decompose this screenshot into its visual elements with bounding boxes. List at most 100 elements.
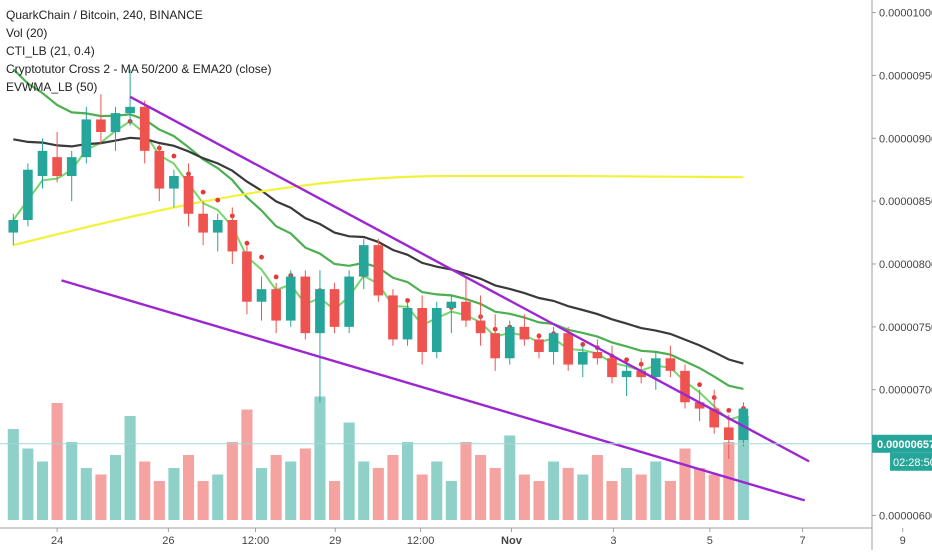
volume-bar	[109, 455, 122, 520]
candle-body	[139, 106, 150, 151]
volume-bar	[489, 468, 501, 520]
candle-body	[212, 220, 223, 233]
volume-bar	[723, 442, 735, 520]
cti-dot	[624, 357, 629, 363]
volume-bar	[51, 403, 63, 520]
price-tick-label: 0.00000900	[879, 133, 932, 145]
candle-body	[344, 276, 354, 327]
candle-body	[125, 106, 135, 114]
volume-bar	[314, 396, 326, 520]
volume-bar	[562, 468, 574, 520]
volume-bar	[621, 468, 633, 520]
candle-body	[183, 176, 194, 214]
volume-bar	[533, 481, 545, 520]
volume-bar	[708, 474, 720, 520]
candle-body	[738, 408, 749, 440]
time-tick-label: 7	[800, 535, 806, 547]
time-tick-label: 12:00	[242, 535, 270, 547]
candle-body	[504, 326, 515, 359]
candle-body	[563, 333, 573, 365]
candle-body	[694, 402, 705, 409]
time-tick-label: 3	[610, 535, 616, 547]
volume-bar	[577, 474, 589, 520]
cti-dot	[244, 240, 250, 246]
candle-body	[52, 157, 62, 176]
candle-body	[110, 113, 121, 132]
price-tick-label: 0.00000850	[879, 196, 932, 208]
candle-body	[285, 276, 296, 321]
volume-bar	[606, 481, 618, 520]
volume-bar	[66, 442, 78, 520]
time-tick-label: 26	[162, 535, 174, 547]
candle-body	[680, 370, 690, 403]
cti-dot	[200, 189, 206, 195]
volume-bar	[475, 455, 487, 520]
candle-body	[548, 333, 559, 352]
countdown-label: 02:28:50	[893, 457, 932, 469]
candle-body	[607, 358, 617, 378]
time-tick-label: 9	[900, 535, 906, 547]
volume-bar	[124, 416, 136, 520]
volume-bar	[372, 468, 384, 520]
candle-body	[315, 289, 325, 334]
time-tick-label: Nov	[501, 535, 523, 547]
candle-body	[446, 301, 457, 308]
candle-body	[709, 408, 720, 428]
volume-bar	[664, 481, 676, 520]
candle-body	[154, 150, 165, 189]
volume-bar	[299, 448, 311, 520]
candle-body	[169, 176, 179, 189]
volume-bar	[518, 474, 530, 520]
cti-dot	[697, 382, 702, 388]
cti-dot	[405, 298, 410, 303]
time-tick-label: 29	[329, 535, 341, 547]
price-tick-label: 0.00000800	[879, 259, 932, 271]
volume-bar	[343, 422, 355, 520]
candle-body	[300, 276, 311, 334]
volume-bar	[650, 461, 662, 520]
volume-bar	[737, 416, 749, 520]
last-price-box	[872, 434, 932, 453]
volume-bar	[212, 474, 224, 520]
price-tick-label: 0.00000750	[879, 322, 932, 334]
candle-body	[81, 119, 92, 158]
cti-dot	[273, 274, 279, 280]
countdown-box	[890, 452, 932, 471]
volume-bar	[226, 442, 238, 520]
volume-bar	[153, 481, 165, 520]
volume-bar	[679, 448, 691, 520]
volume-bar	[285, 461, 297, 520]
volume-bar	[548, 461, 560, 520]
volume-bar	[255, 468, 268, 520]
volume-bar	[504, 435, 516, 520]
candle-body	[198, 213, 208, 233]
volume-bar	[270, 455, 282, 520]
price-tick-label: 0.00001000	[879, 8, 932, 20]
price-tick-label: 0.00000700	[879, 385, 932, 397]
candle-body	[402, 308, 413, 340]
candle-body	[8, 220, 19, 233]
ma200-line	[13, 174, 744, 247]
lower-trendline	[61, 279, 806, 502]
volume-bar	[416, 474, 428, 520]
candle-body	[373, 245, 384, 296]
cti-dot	[726, 407, 732, 413]
candle-body	[461, 301, 471, 321]
time-tick-label: 5	[707, 535, 713, 547]
volume-bar	[635, 474, 647, 520]
candle-body	[23, 169, 33, 220]
time-tick-label: 12:00	[407, 535, 435, 547]
volume-bar	[431, 461, 443, 520]
cti-dot	[259, 254, 264, 260]
candle-body	[329, 289, 340, 327]
candle-body	[37, 150, 48, 176]
candle-body	[592, 352, 603, 359]
cti-dot	[215, 197, 221, 203]
cti-dot	[171, 153, 177, 159]
candle-body	[227, 220, 238, 252]
price-tick-label: 0.00000950	[879, 70, 932, 82]
candle-body	[358, 245, 369, 277]
upper-trendline	[129, 95, 810, 463]
